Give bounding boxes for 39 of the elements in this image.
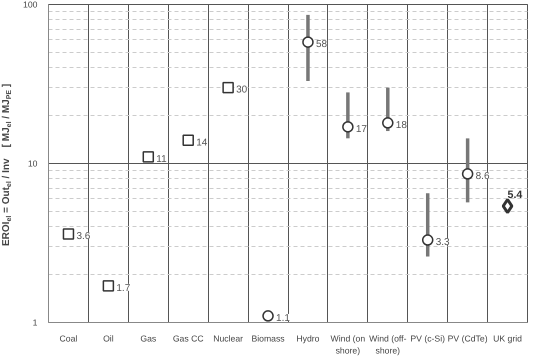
x-tick-label: Oil [103,334,114,344]
point [382,117,394,129]
data-label: 18 [396,120,408,131]
point [262,310,274,322]
point [302,36,314,48]
point [102,280,114,292]
point [502,198,514,214]
x-tick-label: UK grid [493,334,522,344]
point [182,134,194,146]
x-tick-label: Nuclear [213,334,244,344]
point [62,228,74,240]
data-label: 1.7 [116,282,131,294]
point [342,121,354,133]
x-tick-label: Wind (on shore) [330,334,366,356]
x-tick-label: PV (CdTe) [448,334,488,344]
x-tick-label: Biomass [251,334,286,344]
data-label: 17 [356,124,368,135]
x-tick-label: Wind (off-shore) [369,334,407,356]
data-label: 30 [236,84,248,96]
point [422,234,434,246]
point [462,168,474,180]
data-label: 3.6 [76,231,91,242]
data-label: 8.6 [476,170,490,182]
y-tick-label: 10 [28,158,38,168]
data-label: 1.1 [276,312,290,324]
x-tick-label: PV (c-Si) [410,334,446,344]
x-tick-label: Coal [60,334,78,344]
data-label: 11 [156,154,168,165]
point [142,151,154,163]
data-label: 14 [196,137,208,148]
y-tick-label: 1 [32,318,38,328]
x-tick-label: Hydro [296,334,320,344]
y-tick-label: 100 [23,0,38,10]
x-tick-label: Gas CC [172,334,204,344]
data-label: 3.3 [436,237,450,248]
data-label: 58 [316,39,328,50]
point [222,82,234,94]
x-tick-label: Gas [140,334,157,344]
data-label: 5.4 [508,189,522,202]
